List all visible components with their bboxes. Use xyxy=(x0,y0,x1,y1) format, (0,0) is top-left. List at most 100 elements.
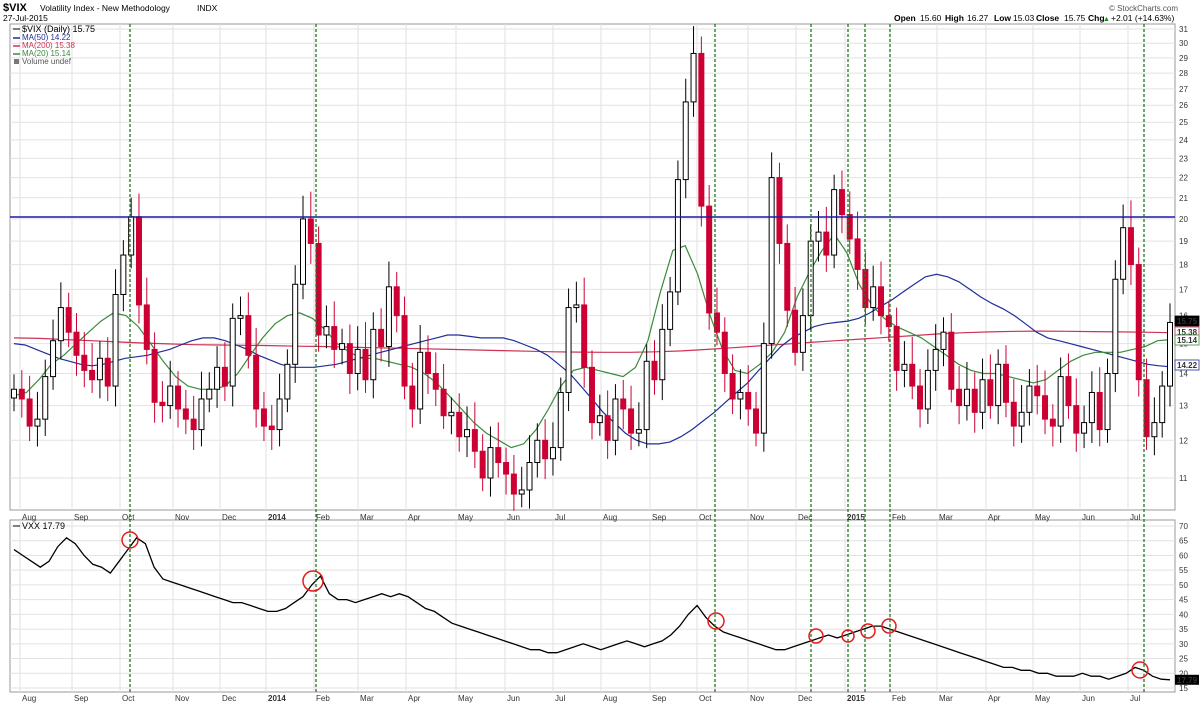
price-x-tick: Sep xyxy=(652,513,667,522)
price-y-tick: 14 xyxy=(1179,369,1188,378)
vix-candle-body xyxy=(135,216,142,306)
vix-candle-body xyxy=(229,317,236,387)
vix-candle-body xyxy=(18,388,25,400)
vix-candle-body xyxy=(1104,372,1111,431)
watermark: © StockCharts.com xyxy=(1109,4,1178,13)
vix-candle-body xyxy=(956,388,963,407)
vxx-x-tick: May xyxy=(1035,694,1050,703)
vix-candle-body xyxy=(1057,376,1064,427)
vxx-x-tick: Apr xyxy=(988,694,1001,703)
vxx-x-tick: Sep xyxy=(74,694,89,703)
vix-candle-body xyxy=(370,328,377,381)
vix-candle-body xyxy=(565,307,572,393)
vix-candle-body xyxy=(893,326,900,371)
vix-candle-body xyxy=(1096,391,1103,431)
vxx-x-axis: Aug Sep Oct Nov Dec 2014 Feb Mar Apr May Jun Jul Aug… xyxy=(22,694,1140,703)
vix-candle-body xyxy=(57,307,64,342)
vix-candle-body xyxy=(706,205,713,314)
vix-candle-body xyxy=(1026,385,1033,413)
vix-candle-body xyxy=(698,52,705,207)
vix-candle-body xyxy=(479,450,486,479)
price-last-tag-label: 15.14 xyxy=(1177,336,1198,345)
price-x-tick: 2015 xyxy=(847,513,865,522)
price-y-tick: 20 xyxy=(1179,215,1188,224)
price-y-tick: 11 xyxy=(1179,474,1188,483)
price-x-tick: May xyxy=(1035,513,1050,522)
low-label: Low xyxy=(994,13,1011,23)
chart-name: Volatility Index - New Methodology xyxy=(40,3,171,13)
price-y-tick: 28 xyxy=(1179,69,1188,78)
price-y-tick: 26 xyxy=(1179,101,1188,110)
vix-candle-body xyxy=(1127,227,1134,266)
price-x-axis: Aug Sep Oct Nov Dec 2014 Feb Mar Apr May Jun Jul Aug… xyxy=(22,513,1140,522)
vix-candle-body xyxy=(378,328,385,347)
vix-candle-body xyxy=(362,348,369,381)
vix-candle-body xyxy=(112,293,119,387)
vix-candle-body xyxy=(542,439,549,460)
vxx-circle-marker xyxy=(808,628,824,644)
price-x-tick: Mar xyxy=(360,513,374,522)
vxx-y-axis: 15 20 25 30 35 40 45 50 55 60 65 70 xyxy=(1179,522,1188,693)
vix-candle-body xyxy=(190,418,197,431)
open-value: 15.60 xyxy=(920,13,942,23)
legend-ma50: MA(50) 14.22 xyxy=(22,33,71,42)
chg-label: Chg xyxy=(1088,13,1105,23)
vix-candle-body xyxy=(307,218,314,244)
vxx-circle-marker xyxy=(707,612,725,630)
vix-candle-body xyxy=(323,326,330,336)
vix-candle-body xyxy=(1112,278,1119,374)
chg-value: +2.01 (+14.63%) xyxy=(1111,13,1174,23)
vix-candle-body xyxy=(1010,401,1017,427)
price-last-tag-box xyxy=(1174,359,1200,371)
vxx-x-tick: Dec xyxy=(798,694,812,703)
legend-volume: Volume undef xyxy=(22,57,72,66)
vxx-y-tick: 70 xyxy=(1179,522,1188,531)
vix-candle-body xyxy=(471,429,478,452)
vix-candle-body xyxy=(924,369,931,410)
vxx-x-tick: Nov xyxy=(175,694,189,703)
vix-candle-body xyxy=(1081,422,1088,434)
vix-candle-body xyxy=(292,283,299,365)
vxx-last-tag-label: 17.79 xyxy=(1177,676,1198,685)
vix-candle-body xyxy=(1049,418,1056,427)
vix-candle-body xyxy=(620,398,627,410)
vxx-circle-marker xyxy=(302,570,324,592)
vix-candle-body xyxy=(838,189,845,216)
vxx-x-tick: Apr xyxy=(408,694,421,703)
vix-candle-body xyxy=(268,425,275,431)
price-x-tick: Jul xyxy=(555,513,565,522)
vix-candle-body xyxy=(612,398,619,441)
price-x-tick: Dec xyxy=(222,513,236,522)
vix-candle-body xyxy=(206,388,213,400)
open-label: Open xyxy=(894,13,916,23)
price-y-tick: 12 xyxy=(1179,436,1188,445)
vix-candle-body xyxy=(253,354,260,410)
vix-candle-body xyxy=(1167,321,1173,387)
vix-candle-body xyxy=(214,366,221,390)
vix-candle-body xyxy=(510,473,517,495)
vxx-x-tick: Feb xyxy=(892,694,906,703)
vix-candle-body xyxy=(979,379,986,413)
vxx-x-tick: May xyxy=(458,694,473,703)
vix-candle-body xyxy=(682,101,689,181)
vix-candle-body xyxy=(417,351,424,410)
vxx-circle-marker xyxy=(121,531,139,549)
chart-symbol: $VIX xyxy=(3,2,28,14)
vix-candle-body xyxy=(315,242,322,336)
vix-candle-body xyxy=(159,401,166,407)
vix-candle-body xyxy=(971,388,978,413)
chart-exchange: INDX xyxy=(197,3,218,13)
vix-candle-body xyxy=(81,354,88,371)
vix-candle-body xyxy=(432,372,439,390)
vxx-y-tick: 65 xyxy=(1179,537,1188,546)
price-x-tick: Nov xyxy=(175,513,189,522)
price-x-tick: Oct xyxy=(699,513,712,522)
vix-candle-body xyxy=(1073,405,1080,434)
vxx-circle-marker xyxy=(841,629,855,643)
vix-candle-body xyxy=(557,391,564,449)
vxx-x-tick: Aug xyxy=(22,694,36,703)
close-label: Close xyxy=(1036,13,1059,23)
vix-candle-body xyxy=(604,415,611,441)
vxx-line xyxy=(13,536,1171,681)
